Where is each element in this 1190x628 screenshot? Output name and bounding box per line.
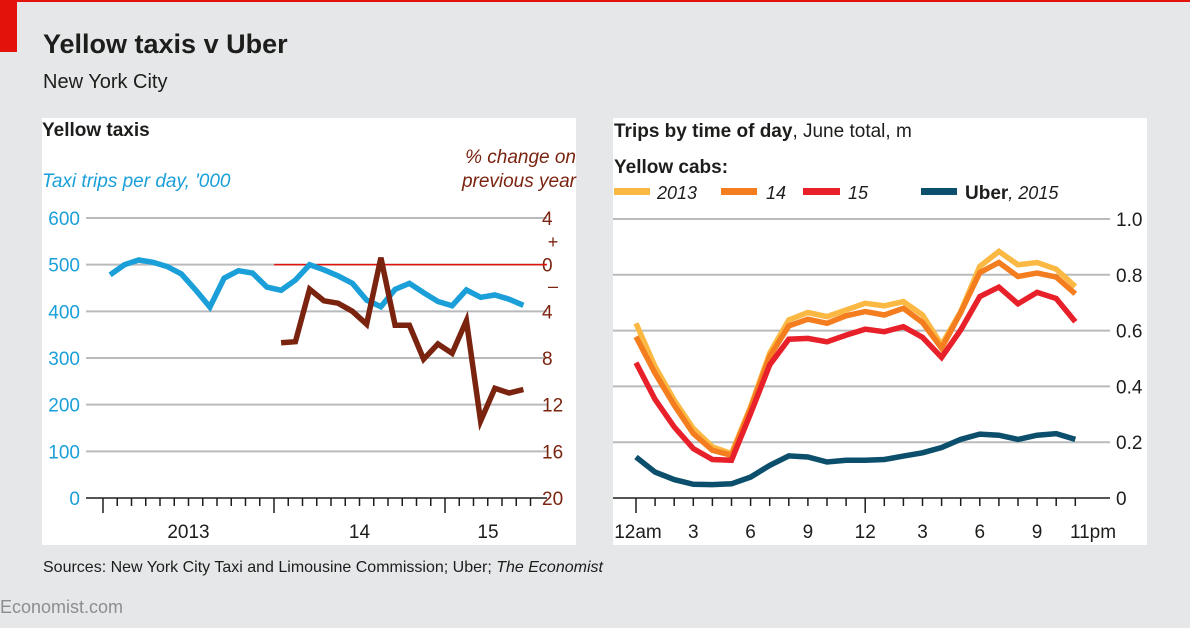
left-axis-tick-label: 500 [48,256,80,277]
y-axis-tick-label: 0.8 [1116,266,1142,287]
y-axis-tick-label: 0.2 [1116,433,1142,454]
left-axis-tick-label: 200 [48,396,80,417]
left-panel-title: Yellow taxis [42,120,150,141]
brand-red-tab [0,0,17,52]
x-axis-hour-label: 6 [975,522,986,543]
y-axis-tick-label: 0.6 [1116,322,1142,343]
right-chart: 0 0.2 0.4 0.6 0.8 1.0 12am 3 6 9 12 3 6 9 11pm [613,210,1143,543]
legend-label-uber-main: Uber [965,183,1009,204]
legend-swatch-2014 [721,188,757,195]
x-axis-hour-label: 12am [614,522,662,543]
legend-label-2013: 2013 [656,183,697,203]
left-axis-label: Taxi trips per day, '000 [42,171,231,192]
right-axis-label-line2: previous year [461,171,577,192]
left-panel [42,118,576,545]
series-line-uber-2015 [634,430,1077,488]
x-axis-year-label: 15 [477,522,498,543]
x-axis-hour-label: 6 [745,522,756,543]
source-text: Sources: New York City Taxi and Limousin… [43,559,496,576]
top-red-rule [0,0,1190,2]
source-publication: The Economist [496,559,603,576]
legend-label-2015: 15 [848,183,869,203]
left-axis-tick-label: 0 [69,489,80,510]
x-axis-year-label: 14 [349,522,371,543]
legend-swatch-2015 [803,188,840,195]
y-axis-tick-label: 0 [1116,489,1127,510]
chart-title: Yellow taxis v Uber [43,29,288,59]
x-axis-hour-label: 3 [688,522,699,543]
right-axis-tick-label: 4 [542,209,553,230]
right-axis-tick-label: 4 [542,302,553,323]
series-line-taxi-trips [108,257,525,313]
right-panel-title: Trips by time of day, June total, m [614,121,912,142]
legend-title: Yellow cabs: [614,157,728,178]
series-line-2014 [633,259,1078,459]
y-axis-tick-label: 1.0 [1116,210,1142,231]
x-axis-hour-label: 9 [1032,522,1043,543]
left-axis-tick-label: 100 [48,442,80,463]
x-axis-year-label: 2013 [167,522,209,543]
series-line-pct-change [280,257,525,431]
right-axis-tick-label: 0 [542,256,553,277]
right-panel-title-main: Trips by time of day [614,121,793,142]
legend-label-2014: 14 [766,183,786,203]
right-axis-tick-label: 8 [542,349,553,370]
minus-sign: – [548,276,558,296]
right-axis-tick-label: 16 [542,442,563,463]
footer-brand: Economist.com [0,597,123,617]
x-axis-hour-label: 11pm [1070,522,1116,543]
legend-label-uber-year: , 2015 [1008,183,1059,203]
source-note: Sources: New York City Taxi and Limousin… [43,559,604,576]
legend-label-uber: Uber, 2015 [965,183,1059,204]
y-axis-tick-label: 0.4 [1116,377,1143,398]
right-axis-label-line1: % change on [465,147,576,168]
right-axis-tick-label: 12 [542,396,563,417]
series-line-2015 [633,283,1078,464]
series-line-2013 [633,247,1078,458]
right-axis-tick-label: 20 [542,489,563,510]
chart-subtitle: New York City [43,71,168,93]
right-panel-title-units: , June total, m [792,121,911,142]
x-axis-hour-label: 9 [803,522,814,543]
x-axis-hour-label: 3 [917,522,928,543]
left-axis-tick-label: 300 [48,349,80,370]
left-axis-tick-label: 600 [48,209,80,230]
legend-swatch-2013 [614,188,650,195]
legend: 2013 14 15 Uber, 2015 [614,183,1059,204]
legend-swatch-uber [921,188,957,195]
plus-sign: + [548,232,559,252]
x-axis-hour-label: 12 [855,522,876,543]
left-axis-tick-label: 400 [48,302,80,323]
left-chart: 0 100 200 300 400 500 600 20 16 12 8 4 0 4 2013 14 15 [48,209,563,543]
